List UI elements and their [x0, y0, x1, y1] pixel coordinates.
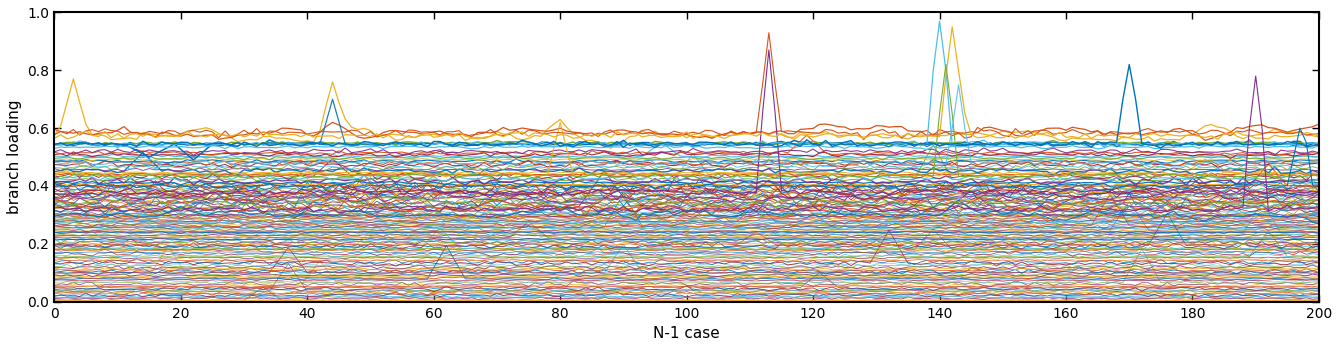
- X-axis label: N-1 case: N-1 case: [653, 326, 720, 341]
- Y-axis label: branch loading: branch loading: [7, 100, 21, 214]
